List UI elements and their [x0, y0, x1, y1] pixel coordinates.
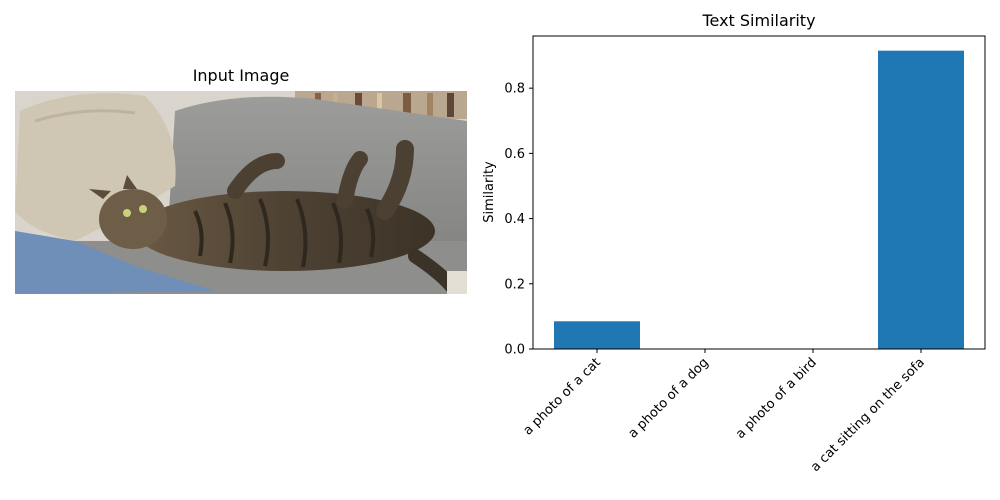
y-tick-label: 0.6	[504, 147, 525, 162]
text-similarity-title: Text Similarity	[702, 11, 816, 30]
y-tick-label: 0.4	[504, 212, 525, 227]
input-image-title: Input Image	[192, 66, 290, 85]
x-tick-label: a photo of a dog	[626, 355, 712, 441]
bar	[554, 321, 640, 349]
x-tick-label: a cat sitting on the sofa	[808, 355, 928, 475]
y-tick-label: 0.2	[504, 277, 525, 292]
cat-on-sofa-photo	[15, 91, 467, 294]
y-axis-label: Similarity	[482, 161, 497, 223]
x-tick-label: a photo of a bird	[733, 355, 820, 442]
x-tick-label: a photo of a cat	[521, 355, 604, 438]
y-tick-label: 0.0	[504, 343, 525, 358]
bar	[878, 50, 964, 349]
y-tick-label: 0.8	[504, 82, 525, 97]
plot-frame	[532, 35, 986, 350]
